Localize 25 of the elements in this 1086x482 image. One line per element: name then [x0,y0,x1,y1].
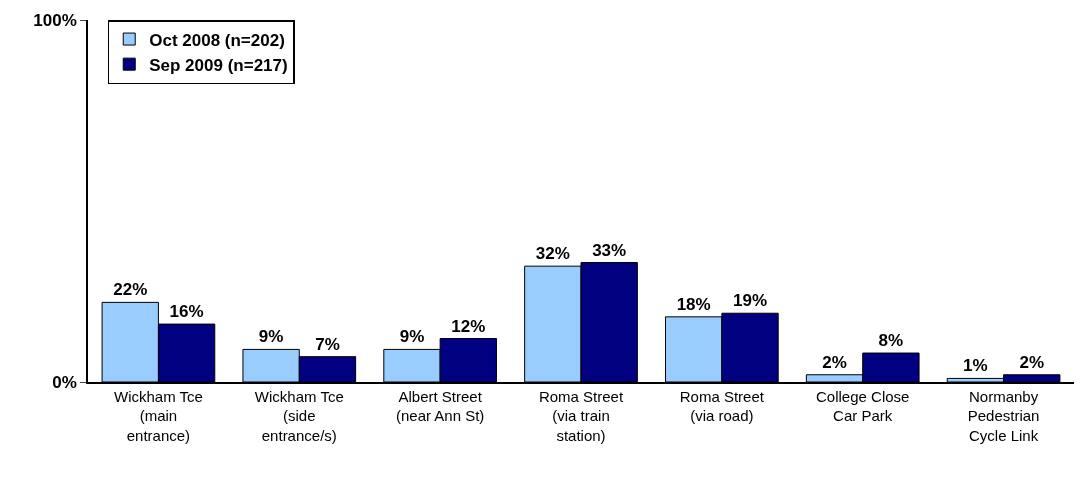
y-tick-label: 100% [33,10,77,30]
data-label: 7% [315,334,340,354]
data-label: 9% [258,327,284,347]
x-tick-label: Normanby Pedestrian Cycle Link [967,387,1040,444]
legend-label: Sep 2009 (n=217) [149,55,288,75]
y-tick-label: 0% [52,372,77,392]
data-label: 8% [878,331,904,351]
data-label: 2% [822,352,847,372]
x-tick-label: Roma Street (via road) [679,387,765,425]
x-tick-label: College Close Car Park [816,387,910,425]
data-label: 16% [169,302,204,322]
data-label: 22% [113,280,148,300]
x-tick-label: Wickham Tce (main entrance) [113,387,203,444]
data-label: 1% [963,356,988,376]
data-label: 2% [1019,352,1045,372]
x-tick-label: Roma Street (via train station) [538,387,624,444]
legend-label: Oct 2008 (n=202) [149,30,285,50]
data-label: 33% [592,240,627,260]
data-label: 19% [733,291,768,311]
data-label: 32% [535,244,570,264]
data-label: 12% [451,316,486,336]
x-tick-label: Albert Street (near Ann St) [395,387,485,425]
data-label: 9% [399,327,425,347]
x-tick-label: Wickham Tce (side entrance/s) [254,387,344,444]
data-label: 18% [676,294,711,314]
